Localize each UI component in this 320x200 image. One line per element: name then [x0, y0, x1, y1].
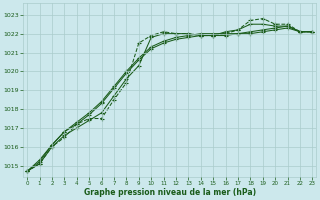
X-axis label: Graphe pression niveau de la mer (hPa): Graphe pression niveau de la mer (hPa): [84, 188, 256, 197]
